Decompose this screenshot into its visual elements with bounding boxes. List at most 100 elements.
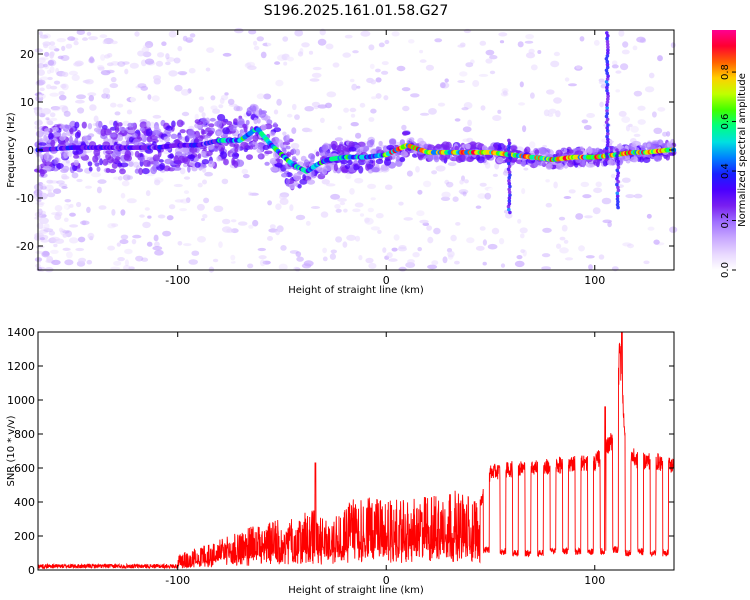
spectrogram-noise-cell <box>553 181 558 189</box>
spectrogram-noise-cell <box>294 114 300 120</box>
spectrogram-noise-cell <box>479 182 487 187</box>
spectrogram-noise-cell <box>406 170 413 177</box>
spectrogram-cell <box>653 155 662 162</box>
spectrogram-noise-cell <box>320 211 329 218</box>
spectrogram-noise-cell <box>188 259 198 265</box>
spectrogram-noise-cell <box>368 44 375 51</box>
spectrogram-noise-cell <box>49 66 55 74</box>
spectrogram-streak-cell <box>604 146 609 150</box>
spectrogram-noise-cell <box>47 189 52 196</box>
spectrogram-cell <box>73 154 80 159</box>
spectrogram-noise-cell <box>502 170 510 176</box>
spectrogram-cell <box>169 153 174 159</box>
spectrogram-noise-cell <box>110 76 117 83</box>
spectrogram-noise-cell <box>61 71 69 77</box>
spectrogram-noise-cell <box>54 205 63 212</box>
spectrogram-noise-cell <box>578 245 585 252</box>
spectrogram-noise-cell <box>273 109 279 115</box>
spectrogram-cell <box>341 169 349 174</box>
spectrogram-cell <box>242 123 247 128</box>
colorbar-label: Normalized spectral amplitude <box>737 73 748 227</box>
spectrogram-cell <box>321 166 328 175</box>
spectrogram-noise-cell <box>119 239 129 245</box>
spectrogram-noise-cell <box>378 42 385 48</box>
spectrogram-noise-cell <box>121 180 130 187</box>
spectrogram-noise-cell <box>124 259 129 267</box>
spectrogram-noise-cell <box>203 197 210 204</box>
spectrogram-cell <box>435 144 442 149</box>
spectrogram-cell <box>207 160 215 168</box>
spectrogram-streak-cell <box>507 144 511 148</box>
spectrogram-cell <box>119 130 128 137</box>
spectrogram-noise-cell <box>497 109 502 114</box>
spectrogram-cell <box>240 141 249 149</box>
spectrogram-noise-cell <box>669 226 678 233</box>
spectrogram-noise-cell <box>157 52 165 58</box>
spectrogram-noise-cell <box>122 174 131 181</box>
spectrogram-noise-cell <box>117 103 124 108</box>
spectrogram-noise-cell <box>154 249 164 256</box>
spectrogram-cell <box>107 156 114 164</box>
spectrogram-noise-cell <box>563 196 572 199</box>
spectrogram-cell <box>439 154 445 161</box>
spectrogram-noise-cell <box>598 254 605 260</box>
spectrogram-noise-cell <box>355 132 362 139</box>
spectrogram-noise-cell <box>440 196 451 201</box>
spectrogram-noise-cell <box>628 123 633 128</box>
spectrogram-noise-cell <box>321 179 330 185</box>
spectrogram-noise-cell <box>179 167 186 175</box>
spectrogram-noise-cell <box>615 89 620 93</box>
spectrogram-streak-cell <box>605 39 610 44</box>
spectrogram-noise-cell <box>444 179 450 185</box>
spectrogram-noise-cell <box>37 69 45 76</box>
spectrogram-cell <box>651 141 660 149</box>
spectrogram-noise-cell <box>60 83 67 89</box>
spectrogram-cell <box>534 149 540 156</box>
spectrogram-noise-cell <box>332 62 340 68</box>
spectrogram-noise-cell <box>312 66 322 71</box>
snr-line-layer <box>37 331 675 570</box>
spectrogram-cell <box>220 119 227 126</box>
spectrogram-cell <box>593 158 600 166</box>
spectrogram-noise-cell <box>91 172 101 178</box>
spectrogram-noise-cell <box>545 179 550 183</box>
spectrogram-xtick-label: 100 <box>584 274 605 287</box>
spectrogram-cell <box>395 155 401 162</box>
spectrogram-noise-cell <box>267 236 273 241</box>
spectrogram-noise-cell <box>425 64 434 71</box>
spectrogram-cell <box>292 172 302 181</box>
spectrogram-noise-cell <box>113 176 120 180</box>
spectrogram-noise-cell <box>584 215 593 219</box>
spectrogram-cell <box>164 158 173 165</box>
spectrogram-noise-cell <box>88 95 95 102</box>
spectrogram-cell <box>48 132 54 140</box>
spectrogram-cell <box>465 143 471 150</box>
spectrogram-noise-cell <box>126 175 133 180</box>
spectrogram-cell <box>189 147 198 154</box>
spectrogram-noise-cell <box>518 102 526 106</box>
spectrogram-streak-cell <box>506 161 511 166</box>
spectrogram-streak-cell <box>615 202 620 207</box>
spectrogram-noise-cell <box>34 48 44 53</box>
spectrogram-cell <box>477 156 485 164</box>
spectrogram-noise-cell <box>364 217 374 225</box>
spectrogram-streak-cell <box>507 153 512 157</box>
spectrogram-noise-cell <box>218 104 224 109</box>
spectrogram-cell <box>402 131 408 136</box>
spectrogram-noise-cell <box>43 62 50 70</box>
spectrogram-cell <box>128 161 134 168</box>
spectrogram-noise-cell <box>586 113 595 118</box>
spectrogram-cell <box>361 145 370 152</box>
spectrogram-noise-cell <box>108 119 115 126</box>
spectrogram-noise-cell <box>40 226 49 231</box>
spectrogram-cell <box>187 165 191 173</box>
spectrogram-noise-cell <box>620 63 629 71</box>
spectrogram-streak-cell <box>616 179 620 184</box>
spectrogram-noise-cell <box>45 117 50 121</box>
spectrogram-noise-cell <box>537 112 544 117</box>
spectrogram-cell <box>59 135 66 141</box>
spectrogram-noise-cell <box>205 67 211 72</box>
spectrogram-streak-cell <box>508 184 512 189</box>
spectrogram-streak-cell <box>616 188 621 193</box>
spectrogram-noise-cell <box>51 107 61 112</box>
